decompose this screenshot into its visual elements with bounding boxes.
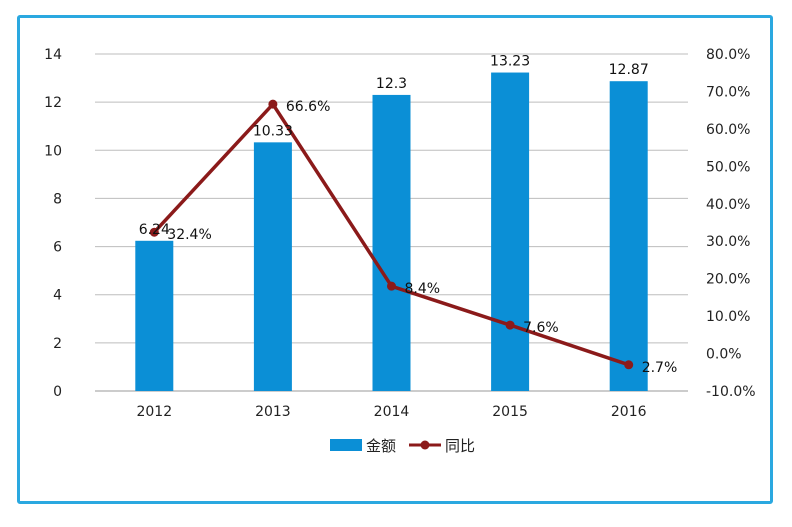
line-point [268,99,278,109]
y-right-tick-label: 0.0% [706,347,742,363]
line-data-label: 32.4% [167,227,211,243]
y-left-tick-label: 0 [53,384,62,400]
bar-data-label: 12.87 [609,62,649,78]
y-left-tick-label: 2 [53,336,62,352]
x-tick-label: 2013 [255,404,291,420]
line-data-label: 8.4% [405,281,441,297]
y-right-tick-label: 30.0% [706,234,750,250]
legend-swatch-marker [420,440,430,450]
line-point [505,320,515,330]
bar [372,94,411,392]
line-data-label: 7.6% [523,320,559,336]
y-right-tick-label: -10.0% [706,384,756,400]
bar [253,142,292,391]
bar-data-label: 6.24 [139,222,170,238]
bar-data-label: 13.23 [490,54,530,70]
x-tick-label: 2012 [136,404,172,420]
legend-label-bar: 金额 [366,437,396,455]
y-left-tick-label: 12 [44,95,62,111]
y-left-tick-label: 8 [53,191,62,207]
y-left-tick-label: 6 [53,240,62,256]
line-point [624,360,634,370]
bar [609,81,648,391]
x-tick-label: 2014 [374,404,410,420]
y-right-tick-label: 40.0% [706,197,750,213]
y-right-tick-label: 60.0% [706,122,750,138]
x-tick-label: 2016 [611,404,647,420]
y-right-tick-label: 70.0% [706,84,750,100]
legend-label-line: 同比 [445,437,475,455]
line-point [387,281,396,291]
y-right-tick-label: 20.0% [706,272,750,288]
line-point [149,227,159,237]
y-left-tick-label: 4 [53,288,62,304]
line-data-label: 2.7% [642,360,678,376]
bar [135,240,174,391]
legend-swatch-bar [330,439,362,451]
bar-data-label: 10.33 [253,123,293,139]
y-right-tick-label: 50.0% [706,159,750,175]
line-data-label: 66.6% [286,99,330,115]
x-tick-label: 2015 [492,404,528,420]
bar-data-label: 12.3 [376,76,407,92]
bar [491,72,530,391]
y-right-tick-label: 80.0% [706,47,750,63]
y-left-tick-label: 10 [44,143,62,159]
y-left-tick-label: 14 [44,47,62,63]
y-right-tick-label: 10.0% [706,309,750,325]
